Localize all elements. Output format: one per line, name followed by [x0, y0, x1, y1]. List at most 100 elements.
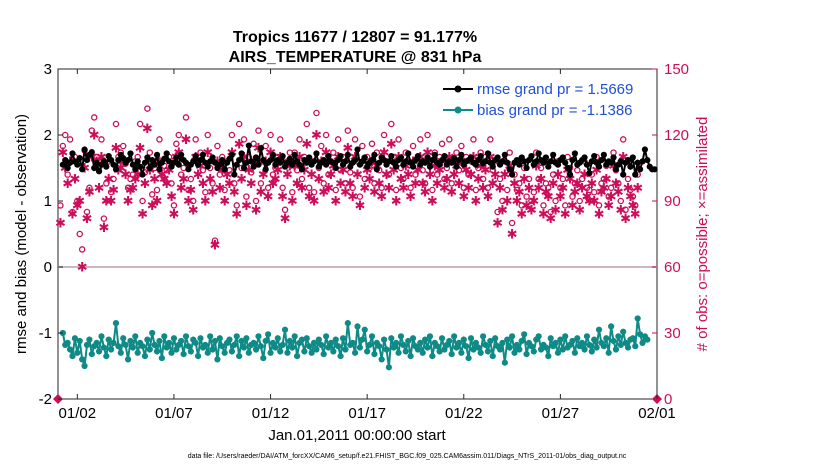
- bias-point: [98, 333, 105, 340]
- rmse-point: [405, 150, 412, 157]
- obs-assimilated-marker: ✱: [84, 186, 95, 201]
- bias-point: [424, 344, 431, 351]
- bias-point: [448, 351, 455, 358]
- rmse-point: [173, 154, 180, 161]
- obs-assimilated-marker: ✱: [202, 146, 213, 161]
- obs-assimilated-marker: ✱: [282, 168, 293, 183]
- bias-point: [221, 349, 228, 356]
- bias-point: [583, 333, 591, 340]
- bias-point: [634, 315, 641, 322]
- rmse-point: [178, 151, 185, 158]
- rmse-point: [388, 153, 395, 160]
- bias-point: [446, 337, 453, 345]
- bias-point: [612, 346, 620, 353]
- rmse-point: [115, 156, 122, 164]
- obs-possible-marker: [211, 237, 219, 244]
- bias-point: [349, 339, 356, 346]
- rmse-point: [190, 158, 197, 165]
- obs-possible-marker: [523, 193, 530, 200]
- rmse-point: [120, 155, 127, 162]
- bias-point: [351, 349, 359, 356]
- obs-possible-marker: [448, 180, 455, 187]
- x-tick-label: 01/27: [542, 405, 580, 422]
- bias-point: [545, 353, 552, 360]
- obs-assimilated-marker: ✱: [313, 173, 324, 188]
- rmse-point: [455, 156, 463, 164]
- rmse-point: [209, 154, 216, 161]
- obs-assimilated-marker: ✱: [586, 177, 597, 192]
- rmse-point: [81, 146, 88, 153]
- bias-point: [402, 348, 409, 355]
- bias-point: [325, 344, 332, 351]
- obs-possible-marker: [247, 169, 255, 176]
- obs-assimilated-marker: ✱: [538, 208, 549, 223]
- bias-point: [110, 339, 117, 346]
- bias-point: [313, 346, 320, 353]
- obs-possible-marker: [487, 136, 494, 143]
- obs-possible-marker: [569, 193, 576, 200]
- rmse-point: [228, 151, 236, 158]
- bias-point: [574, 335, 581, 342]
- rmse-point: [634, 159, 641, 166]
- obs-assimilated-marker: ✱: [340, 186, 351, 201]
- rmse-point: [402, 158, 409, 165]
- y-tick-label: 1: [44, 193, 52, 210]
- y-right-tick-label: 60: [664, 259, 681, 276]
- bias-point: [465, 354, 472, 362]
- rmse-point: [453, 163, 460, 170]
- rmse-point: [564, 164, 571, 172]
- rmse-point: [431, 151, 438, 158]
- x-axis-label: Jan.01,2011 00:00:00 start: [268, 427, 446, 444]
- bias-point: [617, 341, 624, 348]
- obs-assimilated-marker: ✱: [492, 217, 503, 232]
- obs-possible-marker: [496, 175, 504, 183]
- bias-point: [330, 348, 337, 355]
- obs-assimilated-marker: ✱: [446, 186, 457, 201]
- obs-assimilated-marker: ✱: [461, 164, 472, 179]
- obs-possible-marker: [168, 180, 175, 187]
- obs-possible-marker: [221, 186, 228, 194]
- obs-possible-marker: [470, 136, 477, 143]
- y-tick-label: 3: [44, 61, 52, 78]
- y-axis-right-label: # of obs: o=possible; ×=assimilated: [694, 117, 711, 352]
- obs-possible-marker: [235, 120, 243, 128]
- bias-point: [294, 353, 301, 360]
- rmse-point: [535, 150, 542, 157]
- obs-assimilated-marker: ✱: [553, 168, 564, 183]
- bias-point: [523, 351, 530, 358]
- obs-possible-marker: [325, 171, 332, 178]
- rmse-point: [59, 161, 66, 168]
- rmse-point: [595, 163, 603, 170]
- obs-possible-marker: [417, 136, 424, 143]
- rmse-point: [513, 156, 521, 164]
- obs-possible-marker: [214, 142, 221, 150]
- obs-assimilated-marker: ✱: [130, 173, 141, 188]
- obs-assimilated-marker: ✱: [584, 195, 595, 210]
- rmse-point: [248, 158, 255, 165]
- obs-possible-marker: [395, 136, 402, 143]
- obs-assimilated-marker: ✱: [630, 208, 641, 223]
- obs-assimilated-marker: ✱: [120, 168, 131, 183]
- obs-assimilated-marker: ✱: [139, 177, 150, 192]
- obs-possible-marker: [494, 208, 501, 216]
- obs-assimilated-marker: ✱: [214, 181, 225, 196]
- bias-point: [482, 341, 489, 348]
- obs-possible-marker: [453, 149, 460, 156]
- rmse-point: [508, 171, 516, 178]
- obs-assimilated-marker: ✱: [565, 173, 576, 188]
- rmse-point: [472, 161, 479, 168]
- rmse-point: [291, 151, 298, 158]
- obs-possible-marker: [199, 166, 207, 174]
- obs-possible-marker: [305, 184, 313, 192]
- obs-possible-marker: [349, 184, 356, 192]
- rmse-point: [385, 158, 392, 165]
- obs-possible-marker: [267, 131, 274, 139]
- obs-possible-marker: [368, 140, 376, 148]
- rmse-point: [166, 158, 173, 165]
- obs-possible-marker: [136, 120, 144, 128]
- rmse-point: [451, 155, 458, 162]
- obs-assimilated-marker: ✱: [77, 261, 88, 276]
- bias-point: [132, 333, 139, 340]
- obs-assimilated-marker: ✱: [292, 177, 303, 192]
- obs-assimilated-marker: ✱: [591, 164, 602, 179]
